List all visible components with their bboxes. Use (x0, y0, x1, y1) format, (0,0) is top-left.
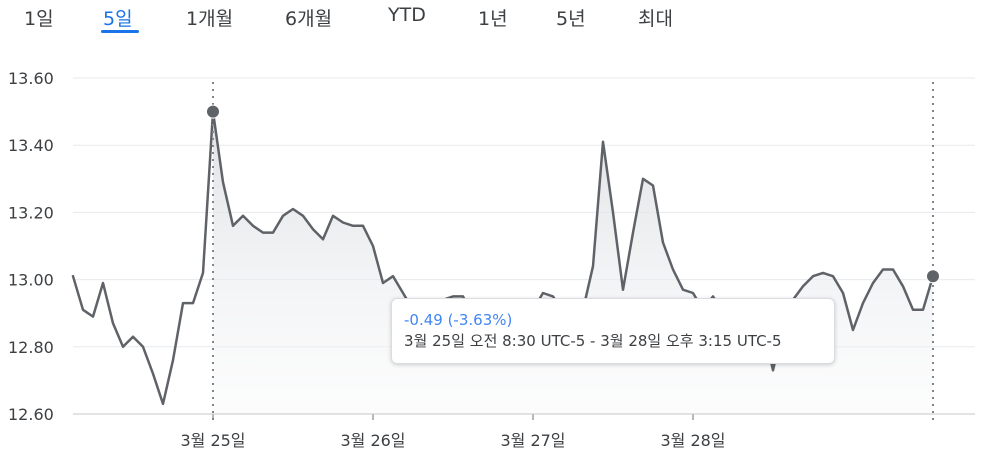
y-tick-label: 13.00 (8, 271, 54, 290)
tooltip-range: 3월 25일 오전 8:30 UTC-5 - 3월 28일 오후 3:15 UT… (404, 332, 782, 350)
y-tick-label: 13.60 (8, 69, 54, 88)
tab-1d[interactable]: 1일 (24, 8, 54, 30)
active-tab-indicator (101, 30, 139, 33)
x-tick-label: 3월 25일 (180, 431, 245, 450)
change-tooltip: -0.49 (-3.63%) 3월 25일 오전 8:30 UTC-5 - 3월… (391, 298, 835, 364)
y-tick-label: 12.60 (8, 405, 54, 424)
tab-max[interactable]: 최대 (638, 8, 673, 30)
selection-area (213, 111, 933, 414)
tab-5d[interactable]: 5일 (103, 8, 133, 30)
x-tick-label: 3월 26일 (340, 431, 405, 450)
y-tick-label: 13.40 (8, 136, 54, 155)
x-tick-label: 3월 27일 (500, 431, 565, 450)
start-marker-dot (206, 104, 220, 119)
tooltip-change: -0.49 (-3.63%) (404, 311, 513, 329)
tab-5y[interactable]: 5년 (556, 8, 586, 30)
tab-ytd[interactable]: YTD (388, 4, 426, 26)
y-tick-label: 12.80 (8, 338, 54, 357)
tab-6m[interactable]: 6개월 (285, 8, 333, 30)
range-tabs: 1일 5일 1개월 6개월 YTD 1년 5년 최대 (0, 0, 997, 40)
tab-1y[interactable]: 1년 (478, 8, 508, 30)
tab-1m[interactable]: 1개월 (186, 8, 234, 30)
y-tick-label: 13.20 (8, 203, 54, 222)
x-tick-label: 3월 28일 (660, 431, 725, 450)
end-marker-dot (926, 269, 940, 284)
